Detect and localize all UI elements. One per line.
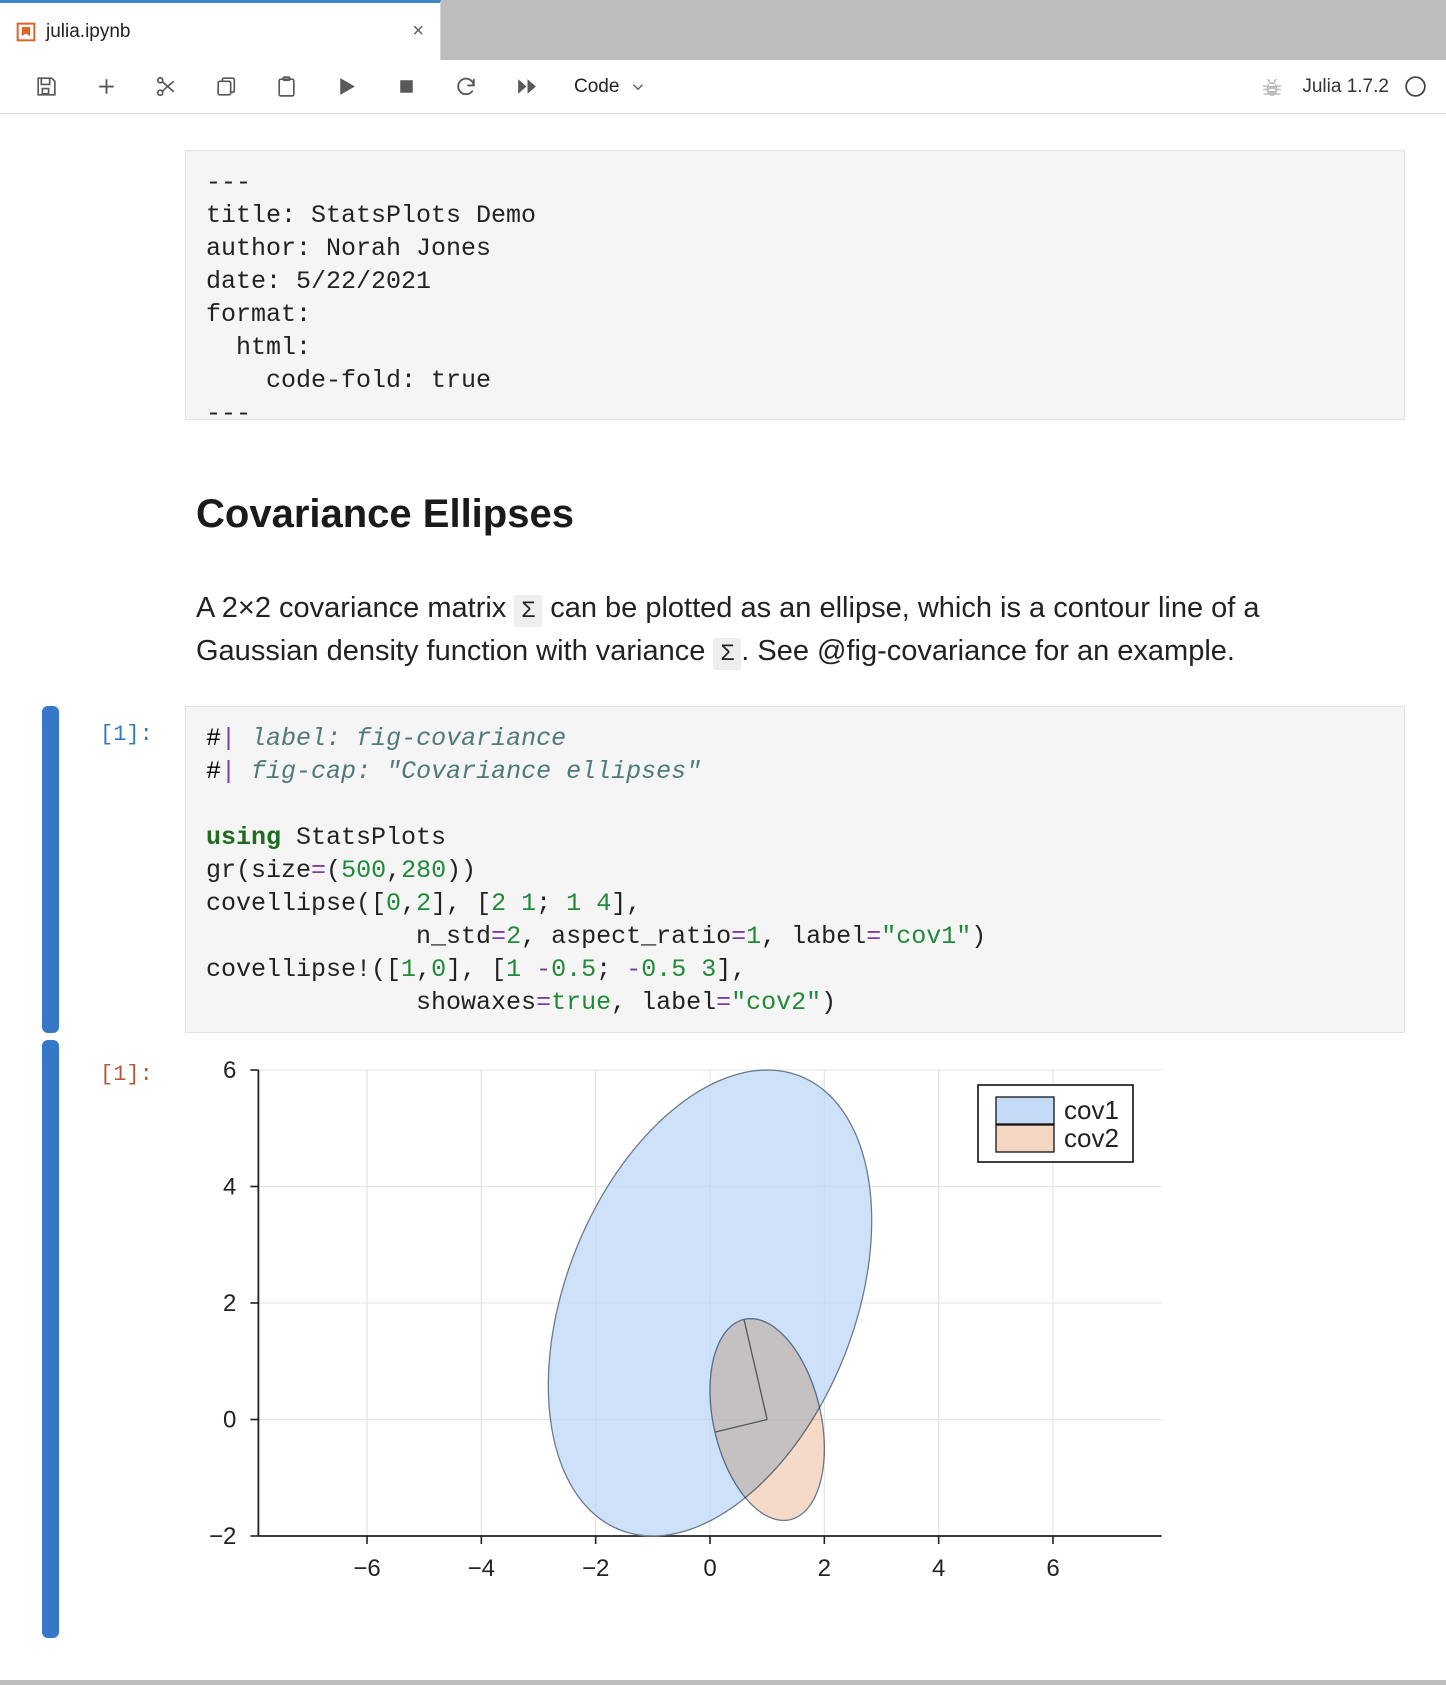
svg-text:0: 0 [703, 1555, 716, 1582]
svg-text:6: 6 [223, 1057, 236, 1084]
svg-text:cov1: cov1 [1064, 1095, 1119, 1125]
svg-text:6: 6 [1046, 1555, 1059, 1582]
svg-text:−6: −6 [353, 1555, 380, 1582]
svg-text:−4: −4 [468, 1555, 495, 1582]
svg-text:2: 2 [818, 1555, 831, 1582]
svg-text:4: 4 [932, 1555, 945, 1582]
svg-text:4: 4 [223, 1174, 236, 1201]
svg-text:2: 2 [223, 1290, 236, 1317]
svg-text:−2: −2 [209, 1523, 236, 1550]
svg-text:0: 0 [223, 1407, 236, 1434]
svg-text:cov2: cov2 [1064, 1123, 1119, 1153]
svg-text:−2: −2 [582, 1555, 609, 1582]
